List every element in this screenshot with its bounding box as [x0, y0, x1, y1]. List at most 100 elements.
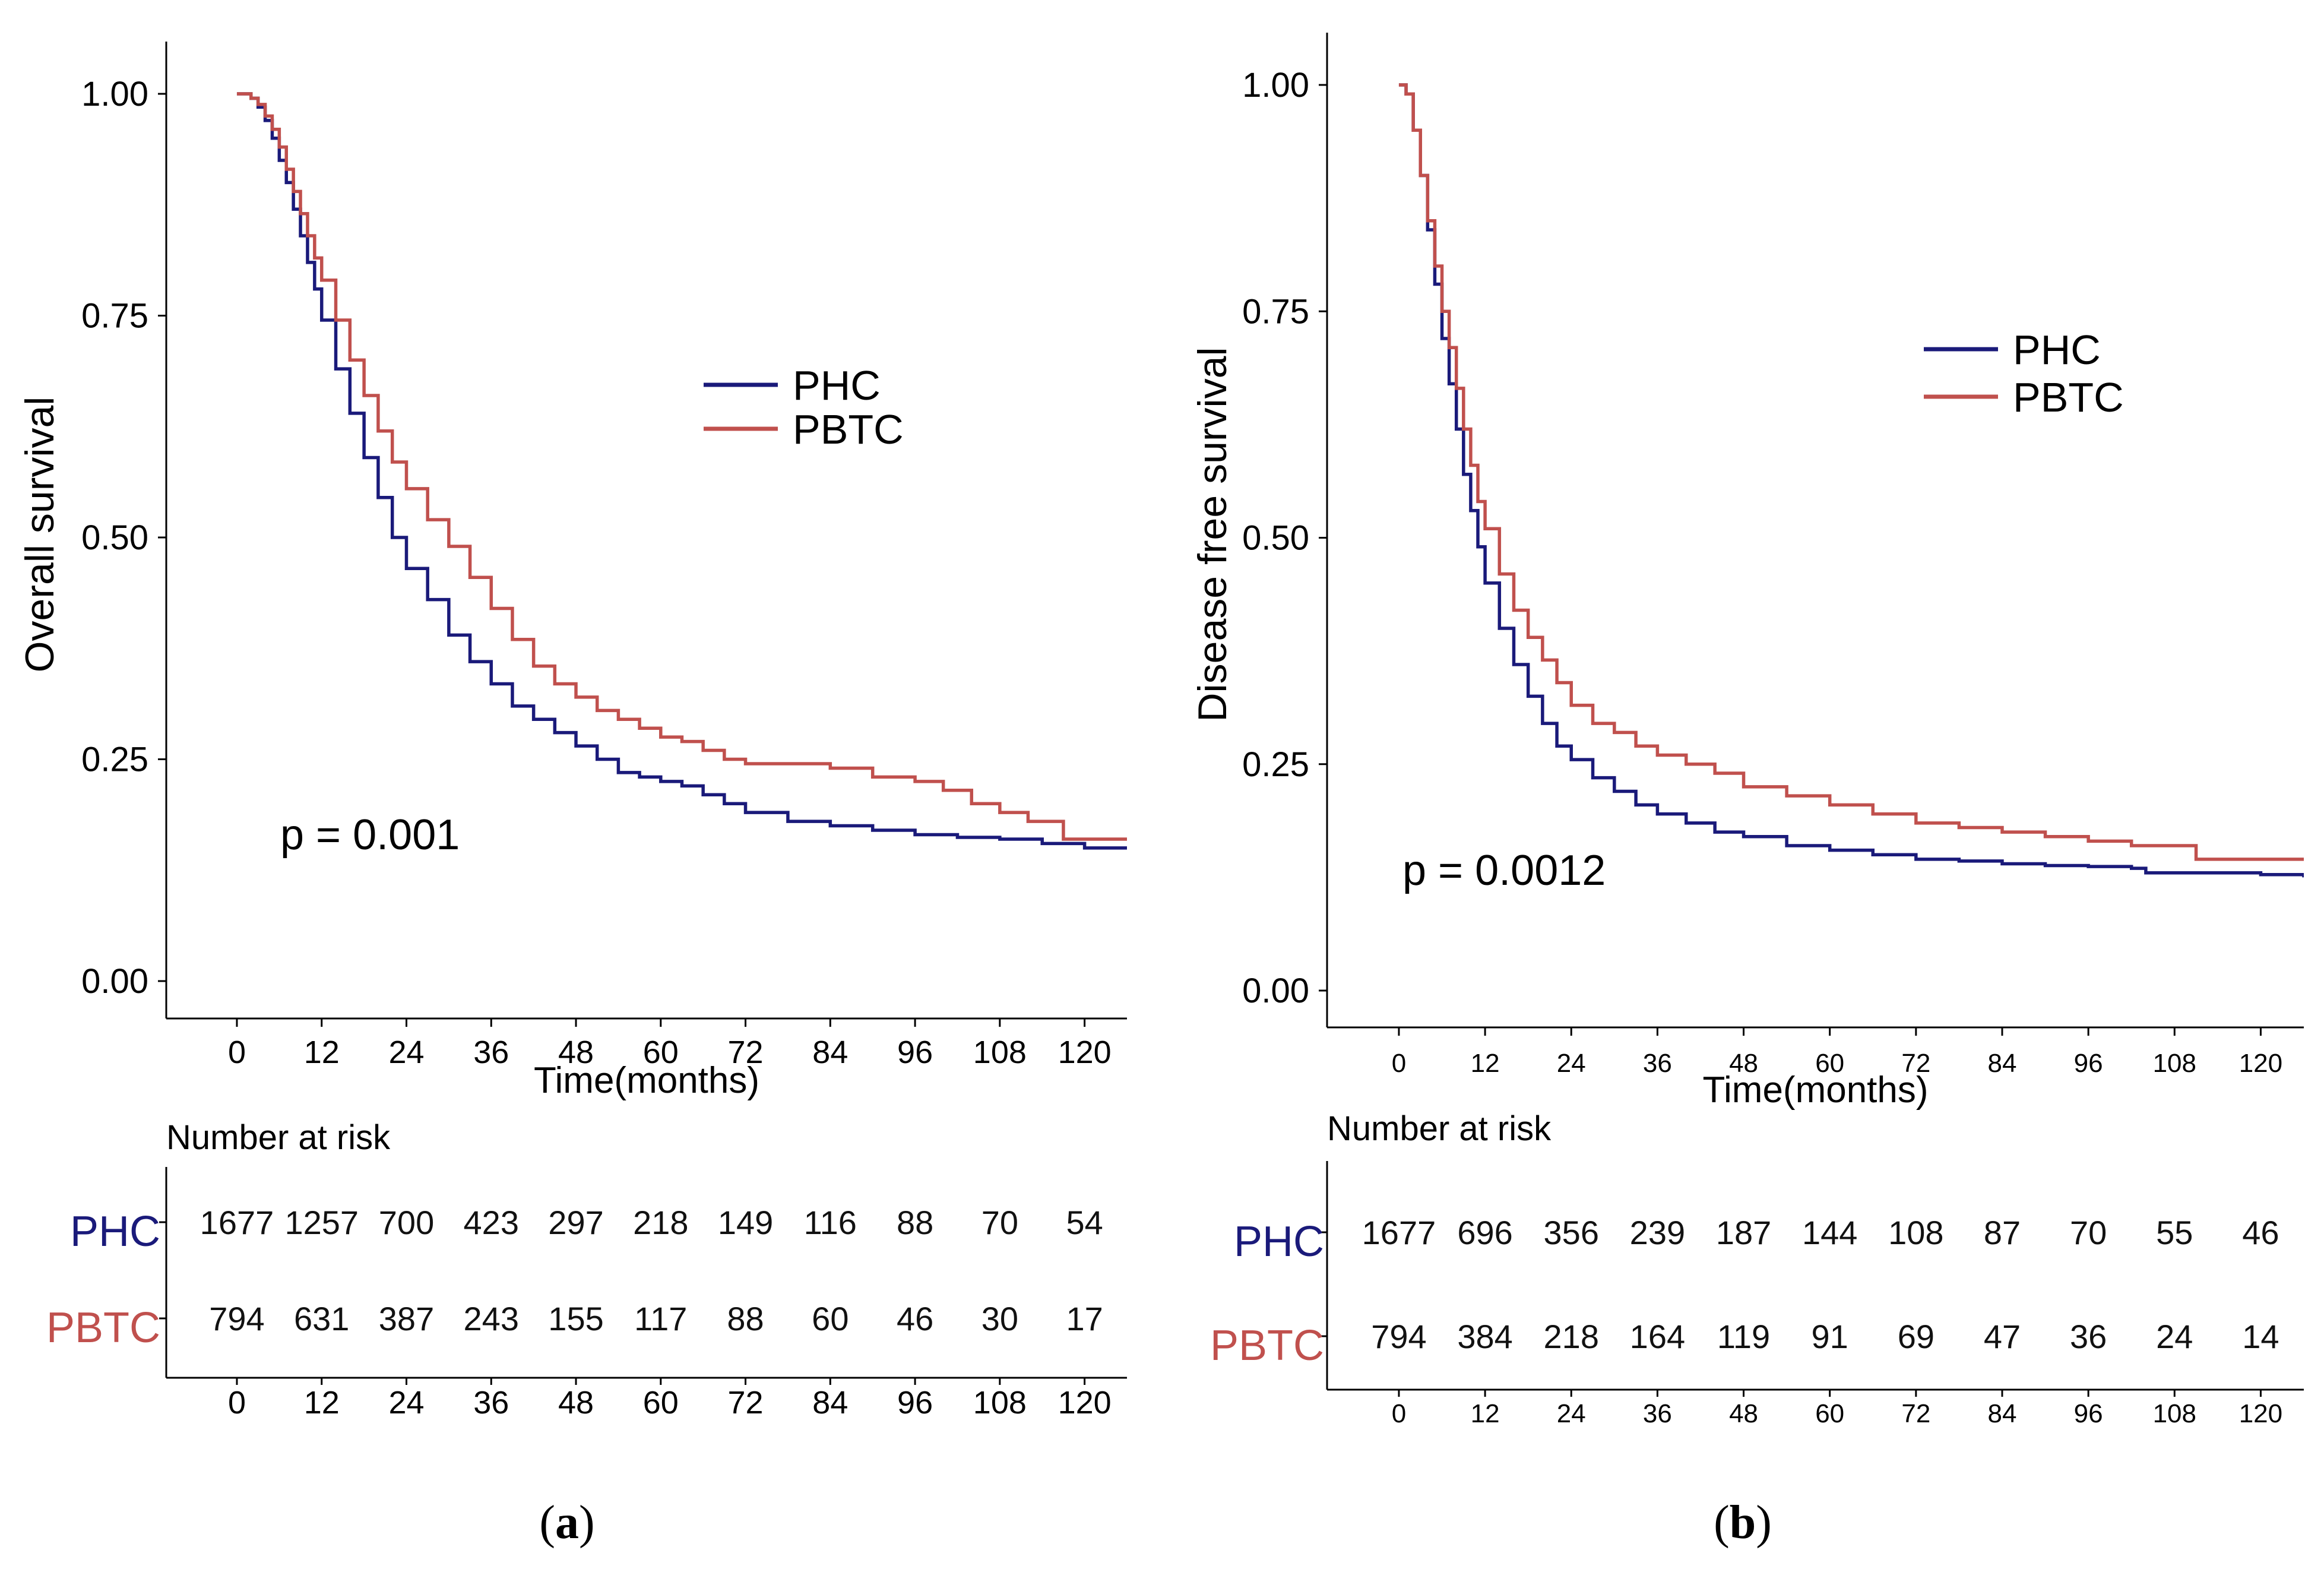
- x-tick-label: 48: [1729, 1049, 1758, 1078]
- risk-cell-value: 387: [379, 1300, 434, 1337]
- risk-table-tick-label: 120: [2239, 1399, 2282, 1428]
- chart-panel-1: 0.00 0.25 0.50 0.75 1.00 0 12 24 36 48 60 72 84 96 108…: [1190, 33, 2304, 1549]
- x-tick-label: 96: [2074, 1049, 2103, 1078]
- risk-table-tick-label: 108: [973, 1385, 1027, 1421]
- panel-label-part: ): [579, 1497, 595, 1549]
- risk-table-tick-label: 84: [812, 1385, 848, 1421]
- risk-row-label-phc: PHC: [1234, 1218, 1324, 1266]
- risk-cell-value: 70: [2070, 1214, 2107, 1251]
- risk-cell-value: 70: [981, 1204, 1018, 1241]
- y-axis-label: Overall survival: [17, 397, 62, 673]
- y-tick-label: 0.75: [1242, 292, 1309, 331]
- risk-cell-value: 297: [548, 1204, 603, 1241]
- risk-table-tick-label: 72: [728, 1385, 764, 1421]
- survival-curve-phc: [236, 92, 1127, 850]
- risk-table-tick-label: 48: [558, 1385, 594, 1421]
- panel-label: (b): [1714, 1497, 1772, 1549]
- x-axis-label: Time(months): [534, 1060, 759, 1101]
- x-tick-label: 108: [973, 1035, 1027, 1070]
- x-tick-label: 120: [1058, 1035, 1112, 1070]
- x-tick-label: 12: [304, 1035, 340, 1070]
- legend-label-pbtc: PBTC: [2013, 374, 2124, 420]
- risk-table-tick-label: 96: [897, 1385, 933, 1421]
- risk-table-title: Number at risk: [1327, 1109, 1552, 1148]
- risk-cell-value: 239: [1630, 1214, 1685, 1251]
- risk-row-label-pbtc: PBTC: [46, 1304, 160, 1352]
- risk-table-tick-label: 72: [1901, 1399, 1930, 1428]
- legend-label-phc: PHC: [793, 362, 881, 409]
- risk-cell-value: 91: [1812, 1318, 1848, 1355]
- x-tick-label: 12: [1471, 1049, 1500, 1078]
- risk-table-tick-label: 120: [1058, 1385, 1112, 1421]
- panel-label-part: ): [1756, 1497, 1772, 1549]
- risk-table-tick-label: 0: [228, 1385, 246, 1421]
- risk-cell-value: 119: [1717, 1318, 1770, 1355]
- risk-cell-value: 46: [2242, 1214, 2279, 1251]
- risk-cell-value: 1677: [200, 1204, 274, 1241]
- survival-curve-phc: [1398, 83, 2304, 878]
- x-tick-label: 84: [1988, 1049, 2017, 1078]
- x-tick-label: 120: [2239, 1049, 2282, 1078]
- risk-table-tick-label: 96: [2074, 1399, 2103, 1428]
- risk-cell-value: 700: [379, 1204, 434, 1241]
- risk-cell-value: 149: [718, 1204, 773, 1241]
- risk-row-label-phc: PHC: [70, 1208, 160, 1255]
- risk-cell-value: 187: [1716, 1214, 1771, 1251]
- x-tick-label: 72: [728, 1035, 764, 1070]
- risk-table-tick-label: 36: [1643, 1399, 1672, 1428]
- risk-cell-value: 14: [2242, 1318, 2279, 1355]
- y-tick-label: 1.00: [1242, 66, 1309, 105]
- risk-cell-value: 88: [897, 1204, 933, 1241]
- risk-cell-value: 243: [464, 1300, 519, 1337]
- risk-table-tick-label: 36: [473, 1385, 509, 1421]
- x-tick-label: 48: [558, 1035, 594, 1070]
- risk-cell-value: 108: [1888, 1214, 1943, 1251]
- risk-cell-value: 88: [727, 1300, 764, 1337]
- risk-table-tick-label: 24: [388, 1385, 424, 1421]
- y-tick-label: 0.50: [1242, 519, 1309, 558]
- risk-cell-value: 1677: [1362, 1214, 1436, 1251]
- risk-cell-value: 794: [1371, 1318, 1426, 1355]
- panel-label-part: (: [1714, 1497, 1730, 1549]
- risk-cell-value: 54: [1066, 1204, 1103, 1241]
- y-tick-label: 0.50: [81, 518, 148, 557]
- risk-cell-value: 30: [981, 1300, 1018, 1337]
- y-tick-label: 0.25: [1242, 745, 1309, 784]
- risk-table-tick-label: 60: [1815, 1399, 1844, 1428]
- risk-cell-value: 384: [1457, 1318, 1512, 1355]
- risk-table-title: Number at risk: [166, 1118, 391, 1157]
- risk-cell-value: 144: [1802, 1214, 1857, 1251]
- risk-cell-value: 631: [294, 1300, 349, 1337]
- y-tick-label: 0.75: [81, 297, 148, 336]
- risk-cell-value: 164: [1630, 1318, 1685, 1355]
- risk-table-tick-label: 60: [643, 1385, 679, 1421]
- panel-label-part: a: [555, 1497, 579, 1549]
- risk-cell-value: 1257: [284, 1204, 359, 1241]
- x-tick-label: 24: [1557, 1049, 1586, 1078]
- p-value-annotation: p = 0.0012: [1402, 847, 1606, 894]
- panel-label: (a): [539, 1497, 594, 1549]
- x-tick-label: 60: [643, 1035, 679, 1070]
- risk-cell-value: 24: [2156, 1318, 2193, 1355]
- risk-cell-value: 87: [1984, 1214, 2021, 1251]
- risk-cell-value: 46: [897, 1300, 933, 1337]
- risk-cell-value: 116: [804, 1204, 857, 1241]
- risk-row-label-pbtc: PBTC: [1210, 1322, 1324, 1369]
- y-tick-label: 0.00: [81, 962, 148, 1001]
- risk-cell-value: 218: [633, 1204, 688, 1241]
- panel-label-part: b: [1730, 1497, 1756, 1549]
- x-tick-label: 0: [228, 1035, 246, 1070]
- chart-panel-0: 0.00 0.25 0.50 0.75 1.00 0 12 24 36 48 60 72 84 96 108…: [17, 42, 1127, 1549]
- x-tick-label: 96: [897, 1035, 933, 1070]
- risk-table-tick-label: 12: [1471, 1399, 1500, 1428]
- x-tick-label: 36: [1643, 1049, 1672, 1078]
- legend-label-pbtc: PBTC: [793, 406, 904, 453]
- risk-table-tick-label: 84: [1988, 1399, 2017, 1428]
- risk-cell-value: 36: [2070, 1318, 2107, 1355]
- risk-cell-value: 696: [1457, 1214, 1512, 1251]
- legend-label-phc: PHC: [2013, 327, 2101, 373]
- risk-cell-value: 117: [634, 1300, 687, 1337]
- x-tick-label: 84: [812, 1035, 848, 1070]
- risk-table-tick-label: 24: [1557, 1399, 1586, 1428]
